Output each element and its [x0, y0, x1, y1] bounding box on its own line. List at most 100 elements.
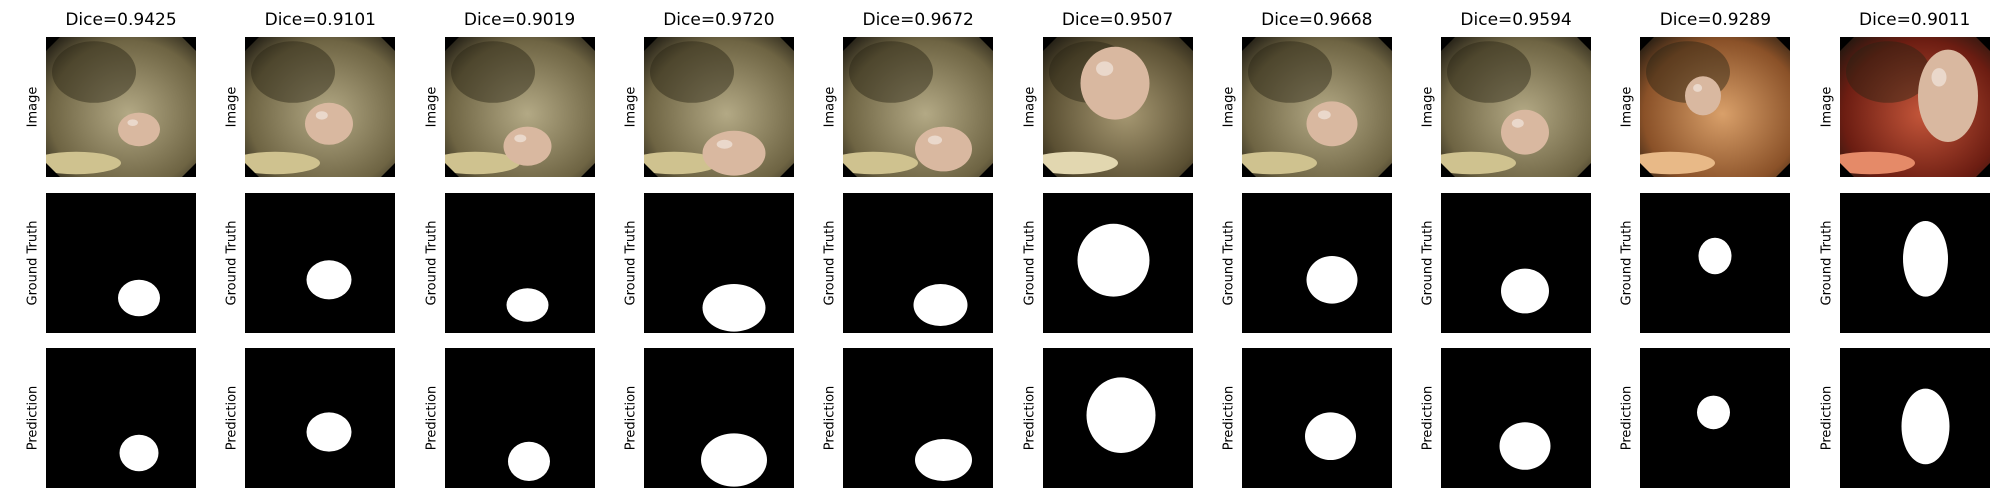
row-label: Prediction: [1420, 385, 1436, 451]
row-label: Ground Truth: [1420, 220, 1436, 306]
vignette-corner: [46, 163, 60, 177]
endoscopy-image: [1640, 37, 1791, 177]
vignette-corner: [580, 37, 595, 51]
vignette-corner: [1839, 163, 1854, 177]
sample-column: Dice=0.9011 Image Ground Truth Prediction: [1818, 0, 1990, 500]
vignette-corner: [979, 163, 994, 177]
predicted-polyp-region: [1901, 388, 1950, 465]
lumen-shadow: [649, 41, 734, 103]
row-label: Ground Truth: [822, 220, 838, 306]
endoscopy-image: [46, 37, 196, 177]
row-label: Prediction: [1221, 385, 1237, 451]
sample-column: Dice=0.9425 Image Ground Truth Prediction: [24, 0, 196, 500]
sample-column: Dice=0.9672 Image Ground Truth Prediction: [821, 0, 994, 500]
endoscopy-image: [1839, 37, 1990, 177]
lumen-shadow: [1247, 41, 1332, 103]
endoscopy-image: [444, 37, 595, 177]
predicted-polyp-region: [1086, 377, 1155, 453]
polyp-highlight: [513, 134, 526, 143]
polyp: [1501, 109, 1550, 155]
polyp: [702, 130, 766, 176]
polyp: [503, 126, 552, 166]
vignette-corner: [1241, 37, 1256, 51]
ground-truth-mask: [444, 193, 595, 333]
gt-polyp-region: [306, 260, 352, 300]
light-reflection: [1839, 151, 1915, 175]
gt-polyp-region: [1698, 237, 1732, 275]
row-label: Image: [1022, 86, 1037, 128]
row-label: Ground Truth: [1819, 220, 1835, 306]
gt-polyp-region: [702, 284, 766, 332]
polyp: [915, 126, 973, 172]
vignette-corner: [1640, 37, 1655, 51]
sample-column: Dice=0.9668 Image Ground Truth Prediction: [1220, 0, 1392, 500]
vignette-corner: [843, 163, 858, 177]
vignette-corner: [580, 163, 595, 177]
polyp-highlight: [716, 139, 733, 149]
lumen-shadow: [849, 41, 934, 103]
lumen-shadow: [251, 41, 336, 103]
gt-polyp-region: [1306, 256, 1358, 304]
polyp: [305, 102, 354, 145]
gt-polyp-region: [506, 288, 549, 322]
gt-polyp-region: [1501, 268, 1550, 314]
vignette-corner: [46, 37, 60, 51]
predicted-polyp-region: [1697, 395, 1731, 430]
vignette-corner: [779, 163, 794, 177]
gt-polyp-region: [1077, 223, 1149, 297]
vignette-corner: [779, 37, 794, 51]
polyp-highlight: [928, 135, 943, 145]
sample-column: Dice=0.9019 Image Ground Truth Prediction: [423, 0, 595, 500]
vignette-corner: [843, 37, 858, 51]
prediction-mask: [444, 348, 595, 488]
dice-score-title: Dice=0.9720: [663, 10, 775, 30]
prediction-mask: [643, 348, 794, 488]
vignette-corner: [1640, 163, 1655, 177]
vignette-corner: [1975, 37, 1990, 51]
dice-score-title: Dice=0.9668: [1261, 10, 1373, 30]
vignette-corner: [1178, 37, 1193, 51]
vignette-corner: [1042, 163, 1057, 177]
light-reflection: [1241, 151, 1317, 175]
ground-truth-mask: [1441, 193, 1592, 333]
prediction-mask: [1241, 348, 1392, 488]
endoscopy-image: [1241, 37, 1392, 177]
ground-truth-mask: [1640, 193, 1791, 333]
endoscopy-image: [643, 37, 794, 177]
row-label: Image: [224, 86, 240, 128]
row-label: Ground Truth: [1221, 220, 1237, 306]
ground-truth-mask: [843, 193, 994, 333]
light-reflection: [1441, 151, 1517, 175]
row-label: Ground Truth: [1022, 220, 1037, 306]
vignette-corner: [444, 163, 459, 177]
row-label: Image: [1221, 86, 1237, 128]
predicted-polyp-region: [1499, 422, 1551, 470]
row-label: Prediction: [1022, 385, 1037, 451]
endoscopy-image: [1042, 37, 1193, 177]
polyp: [1080, 46, 1149, 120]
gt-polyp-region: [118, 279, 160, 317]
light-reflection: [643, 151, 719, 175]
dice-score-title: Dice=0.9101: [264, 10, 376, 30]
lumen-shadow: [450, 41, 535, 103]
row-label: Ground Truth: [623, 220, 639, 306]
row-label: Ground Truth: [424, 220, 440, 306]
dice-score-title: Dice=0.9507: [1061, 10, 1174, 30]
vignette-corner: [381, 37, 396, 51]
polyp: [1306, 101, 1358, 147]
sample-column: Dice=0.9289 Image Ground Truth Prediction: [1618, 0, 1791, 500]
polyp-highlight: [1693, 84, 1703, 92]
vignette-corner: [1776, 37, 1791, 51]
polyp-highlight: [316, 111, 329, 120]
vignette-corner: [1441, 37, 1456, 51]
vignette-corner: [1776, 163, 1791, 177]
lumen-shadow: [1447, 41, 1532, 103]
light-reflection: [843, 151, 919, 175]
vignette-corner: [245, 163, 260, 177]
endoscopy-image: [245, 37, 396, 177]
polyp: [1685, 76, 1722, 116]
predicted-polyp-region: [119, 434, 159, 472]
light-reflection: [444, 151, 520, 175]
predicted-polyp-region: [507, 441, 550, 481]
